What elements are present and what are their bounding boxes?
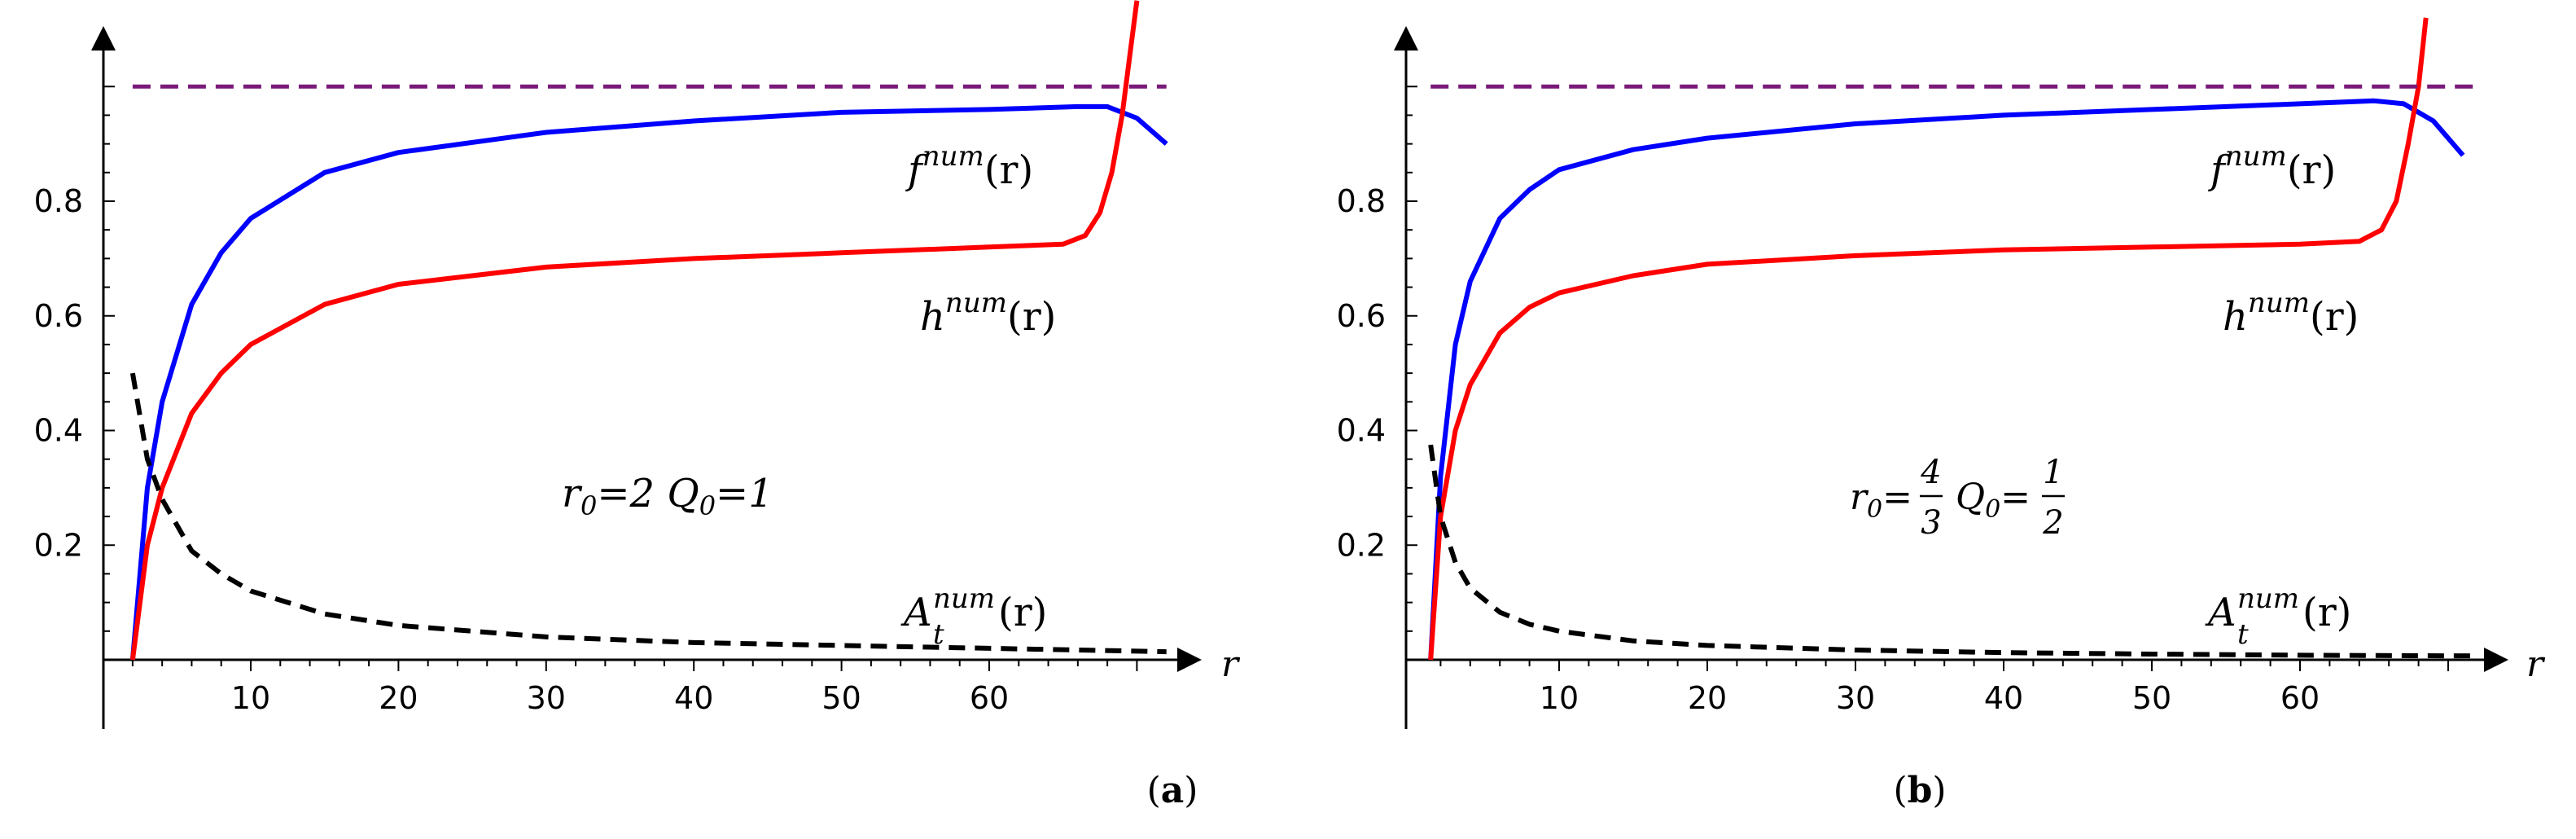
svg-text:Q0=: Q0=: [1956, 477, 2031, 524]
series-label-arg: (r): [984, 147, 1033, 193]
annotation-params: r0=2 Q0=1: [562, 471, 773, 521]
x-axis-label: r: [2526, 644, 2546, 685]
y-tick-label: 0.8: [34, 183, 83, 219]
series-label-sub: t: [2237, 618, 2249, 651]
series-label-arg: (r): [1007, 294, 1056, 340]
series-line-h: [1428, 17, 2429, 661]
x-axis-label: r: [1221, 644, 1241, 685]
series-label-sup: num: [933, 582, 995, 615]
series-label-sup: num: [2225, 140, 2287, 173]
series-line-f: [129, 103, 1168, 661]
panel-label: (a): [1147, 770, 1198, 811]
series-label-sup: num: [922, 140, 984, 173]
x-tick-label: 50: [821, 680, 861, 716]
series-label-h: hnum(r): [2223, 287, 2359, 340]
panel-letter: b: [1908, 770, 1933, 811]
series-label-base: h: [2223, 294, 2248, 340]
svg-text:r0=: r0=: [1850, 477, 1912, 524]
series-label-arg: (r): [998, 590, 1047, 635]
x-tick-label: 50: [2132, 680, 2171, 716]
y-tick-label: 0.2: [34, 527, 83, 563]
panel-letter: a: [1161, 770, 1185, 811]
chart-panel-b: 10 20 30 40 50 600.20.40.60.8rfnum(r)hnum(r)A…: [1337, 17, 2546, 811]
x-tick-label: 30: [1836, 680, 1875, 716]
x-tick-label: 10: [231, 680, 270, 716]
annotation-params: r0=4 3 Q0= 1 2: [1850, 454, 2065, 542]
x-tick-label: 20: [1688, 680, 1727, 716]
series-line-a: [1428, 444, 2478, 659]
series-line-a: [129, 372, 1167, 655]
series-label-a: Anum t (r): [2205, 582, 2351, 651]
y-tick-label: 0.6: [1337, 298, 1386, 334]
x-tick-label: 60: [970, 680, 1009, 716]
x-tick-label: 40: [674, 680, 713, 716]
annotation-r0-num: 4: [1920, 454, 1941, 491]
annotation-r0: 2: [629, 471, 655, 516]
series-label-arg: (r): [2302, 590, 2351, 635]
series-line-h: [129, 0, 1140, 661]
y-tick-label: 0.8: [1337, 183, 1386, 219]
x-tick-label: 10: [1540, 680, 1579, 716]
series-label-sub: t: [933, 618, 944, 651]
annotation-q0: 1: [748, 471, 773, 516]
x-tick-label: 40: [1984, 680, 2023, 716]
series-label-a: Anum t (r): [900, 582, 1047, 651]
y-tick-label: 0.2: [1337, 527, 1386, 563]
panel-label: (b): [1893, 770, 1946, 811]
y-tick-label: 0.6: [34, 298, 83, 334]
annotation-q0-den: 2: [2042, 504, 2063, 542]
annotation-r0-den: 3: [1921, 504, 1941, 542]
series-label-arg: (r): [2310, 294, 2359, 340]
x-tick-label: 30: [527, 680, 566, 716]
series-label-base: h: [920, 294, 945, 340]
series-label-arg: (r): [2287, 147, 2336, 193]
series-label-f: fnum(r): [905, 140, 1033, 193]
series-label-sup: num: [945, 287, 1007, 319]
series-label-sup: num: [2237, 582, 2299, 615]
series-line-f: [1428, 98, 2465, 661]
y-tick-label: 0.4: [34, 413, 83, 449]
series-label-base: A: [900, 590, 932, 635]
x-tick-label: 60: [2280, 680, 2320, 716]
series-label-f: fnum(r): [2208, 140, 2336, 193]
chart-panel-a: 10 20 30 40 50 600.20.40.60.8rfnum(r)hnum(r)A…: [34, 0, 1241, 811]
series-label-sup: num: [2248, 287, 2310, 319]
series-label-h: hnum(r): [920, 287, 1056, 340]
x-tick-label: 20: [379, 680, 418, 716]
annotation-q0-num: 1: [2043, 454, 2063, 491]
series-label-base: A: [2205, 590, 2236, 635]
y-tick-label: 0.4: [1337, 413, 1386, 449]
